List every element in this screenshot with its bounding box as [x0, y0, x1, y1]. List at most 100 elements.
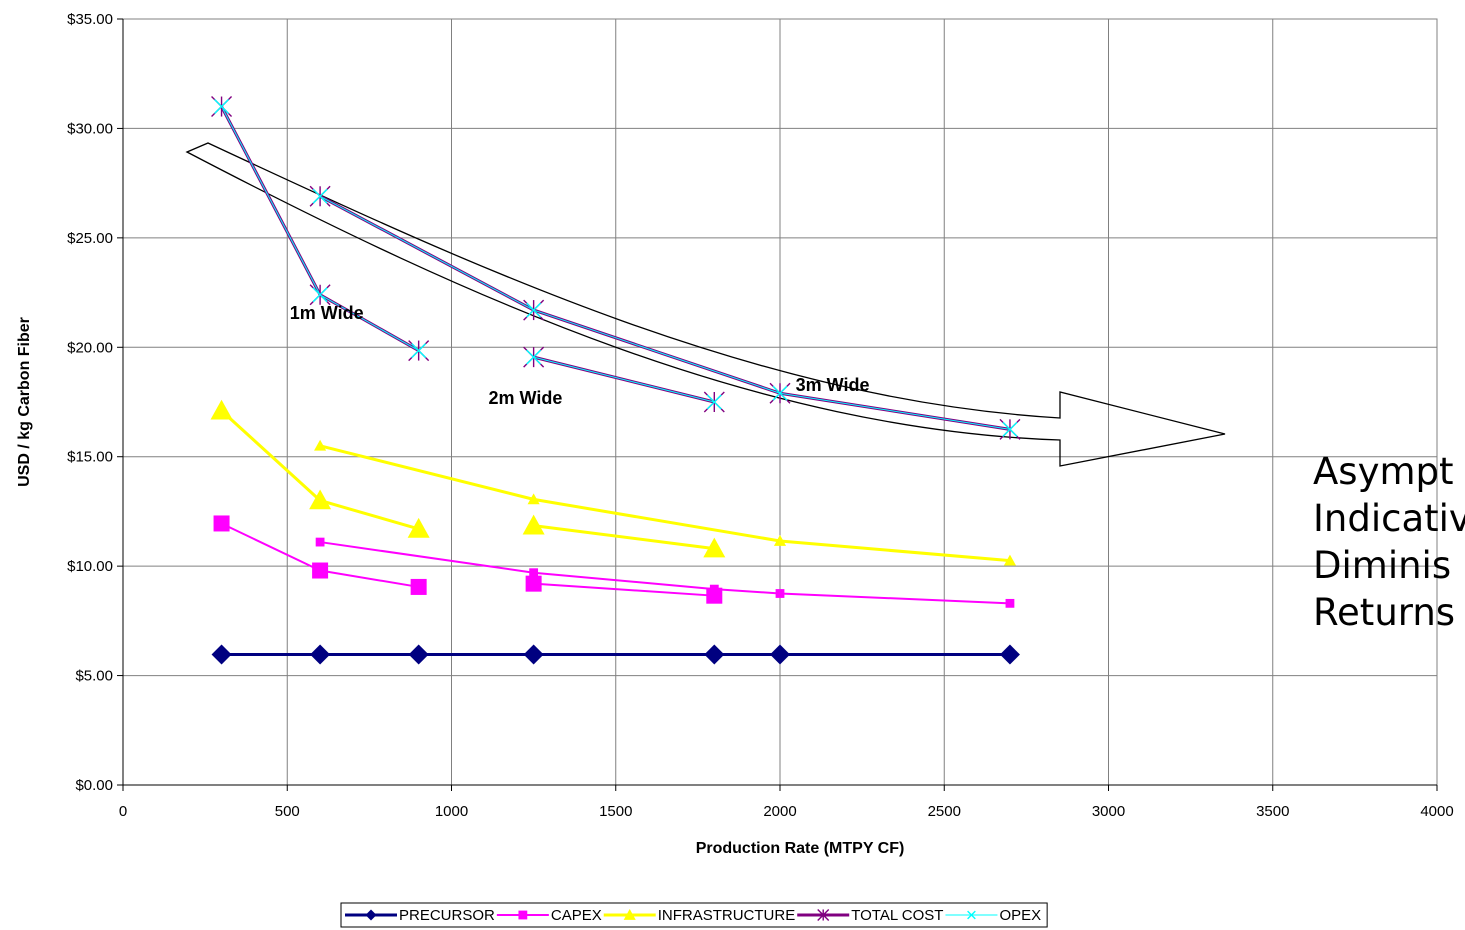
x-stroke [967, 910, 976, 920]
data-point-star [817, 909, 830, 921]
x-tick-label: 3000 [1092, 803, 1125, 820]
annotations: 1m Wide 2m Wide 3m Wide [290, 303, 870, 408]
legend-item: OPEX [945, 907, 1041, 924]
x-tick-label: 3500 [1256, 803, 1289, 820]
legend-border [340, 902, 1048, 928]
legend-label: INFRASTRUCTURE [658, 907, 796, 924]
data-point-triangle [773, 534, 787, 546]
data-point-diamond [211, 644, 232, 665]
legend-label: CAPEX [551, 907, 602, 924]
data-point-triangle [527, 493, 540, 505]
side-note-line: Returns [1313, 591, 1456, 634]
data-point-triangle [703, 537, 726, 558]
data-point-triangle [1003, 554, 1016, 566]
data-point-x [526, 349, 542, 365]
legend-label: PRECURSOR [399, 907, 495, 924]
data-point-square [312, 562, 329, 579]
side-note-line: Indicativ [1313, 497, 1465, 540]
data-point-square [775, 589, 785, 598]
data-point-square [410, 578, 427, 595]
series-line-infrastructure [533, 524, 715, 551]
data-point-x [706, 394, 722, 410]
y-tick-label: $20.00 [67, 339, 113, 356]
data-point-diamond [704, 644, 725, 665]
series-line-opex [533, 356, 715, 403]
x-axis-title: Production Rate (MTPY CF) [696, 840, 905, 857]
data-point-diamond [999, 644, 1020, 665]
data-point-square [525, 575, 542, 592]
data-point-x [526, 302, 542, 318]
series-line-opex [319, 195, 1011, 430]
data-point-square [1005, 598, 1015, 608]
legend: PRECURSOR CAPEX INFRASTRUCTURE TOTAL COST OP… [340, 902, 1048, 928]
x-tick-label: 2000 [763, 803, 796, 820]
x-stroke [706, 394, 722, 410]
x-stroke [312, 287, 328, 303]
data-point-diamond [310, 644, 331, 665]
annotation-label: 2m Wide [488, 388, 562, 408]
data-point-triangle [309, 489, 332, 510]
data-point-triangle [407, 517, 430, 538]
trend-arrow [185, 142, 1226, 467]
data-point-triangle [210, 399, 233, 420]
side-note-line: Diminis [1313, 544, 1452, 587]
y-tick-label: $10.00 [67, 558, 113, 575]
side-note: Asympt Indicativ Diminis Returns [1313, 448, 1465, 636]
x-stroke [772, 385, 788, 401]
data-point-triangle [623, 908, 636, 920]
asymptote-arrow-shape [185, 142, 1226, 467]
legend-label: TOTAL COST [851, 907, 943, 924]
data-point-x [312, 287, 328, 303]
legend-item: TOTAL COST [797, 907, 943, 924]
side-note-line: Asympt [1313, 450, 1454, 493]
x-stroke [312, 188, 328, 204]
data-point-x [772, 385, 788, 401]
data-point-square [706, 587, 723, 604]
y-tick-label: $25.00 [67, 230, 113, 247]
x-stroke [411, 343, 427, 359]
data-point-triangle [522, 514, 545, 535]
x-tick-label: 4000 [1420, 803, 1453, 820]
axes [117, 18, 1438, 791]
annotation-label: 1m Wide [290, 303, 364, 323]
data-point-square [213, 515, 230, 532]
legend-item: CAPEX [496, 907, 602, 924]
x-stroke [526, 349, 542, 365]
y-tick-label: $0.00 [75, 777, 113, 794]
data-point-diamond [523, 644, 544, 665]
y-axis-title: USD / kg Carbon Fiber [16, 317, 33, 487]
x-tick-label: 1500 [599, 803, 632, 820]
data-point-diamond [365, 909, 377, 921]
legend-item: PRECURSOR [345, 907, 495, 924]
y-tick-label: $35.00 [67, 11, 113, 28]
legend-item: INFRASTRUCTURE [603, 907, 796, 924]
x-tick-label: 0 [119, 803, 127, 820]
x-stroke [1002, 421, 1018, 437]
data-point-x [214, 99, 230, 115]
data-point-x [411, 343, 427, 359]
y-tick-label: $5.00 [75, 668, 113, 685]
data-point-diamond [770, 644, 790, 665]
data-point-x [967, 910, 976, 920]
annotation-label: 3m Wide [796, 375, 870, 395]
data-point-triangle [314, 439, 327, 451]
series-markers [210, 96, 1021, 665]
y-tick-label: $15.00 [67, 449, 113, 466]
data-point-square [529, 568, 539, 578]
series-line-total-cost [319, 194, 1011, 431]
series-line-capex [533, 582, 715, 597]
data-point-square [315, 537, 325, 547]
x-tick-label: 2500 [928, 803, 961, 820]
data-point-diamond [408, 644, 429, 665]
data-point-x [312, 188, 328, 204]
series-line-infrastructure [319, 444, 1011, 563]
x-stroke [526, 302, 542, 318]
x-tick-label: 1000 [435, 803, 468, 820]
series-line-infrastructure [220, 409, 420, 531]
x-tick-label: 500 [275, 803, 300, 820]
y-tick-label: $30.00 [67, 120, 113, 137]
legend-label: OPEX [999, 907, 1041, 924]
axis-labels: 0 500 1000 1500 2000 2500 3000 3500 4000 $0.00 $5.… [16, 11, 1454, 857]
x-stroke [214, 99, 230, 115]
